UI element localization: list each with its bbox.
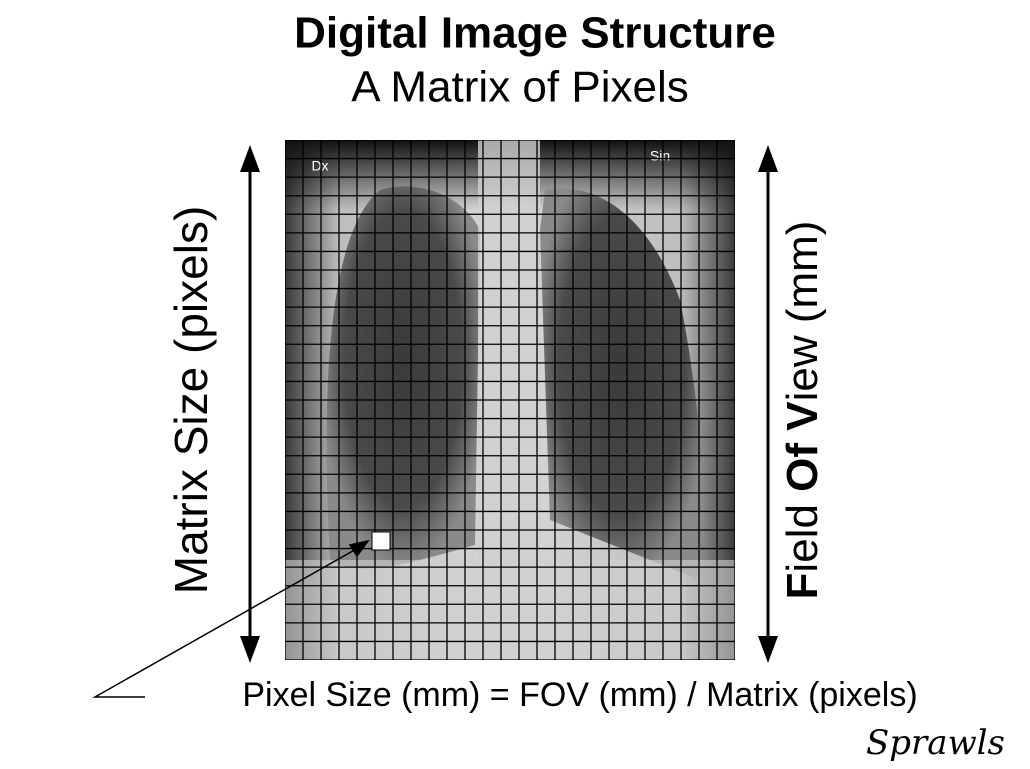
image-marker: Sin (650, 148, 670, 164)
fov-label: Field Of View (mm) (778, 221, 827, 600)
fov-label-part: V (778, 401, 827, 431)
fov-arrow (758, 145, 778, 663)
title: Digital Image Structure (294, 9, 776, 58)
matrix-size-label: Matrix Size (pixels) (165, 206, 217, 595)
pointer (92, 539, 370, 698)
signature: Sprawls (866, 723, 1005, 763)
fov-label-part: Of (778, 443, 827, 492)
xray-image: Dx Sin (285, 140, 735, 660)
formula: Pixel Size (mm) = FOV (mm) / Matrix (pix… (242, 676, 917, 714)
fov-label-part: iew (mm) (778, 221, 827, 402)
pixel-grid (285, 140, 735, 660)
fov-label-part: F (778, 573, 827, 600)
image-marker: Dx (311, 158, 328, 174)
subtitle: A Matrix of Pixels (351, 63, 688, 112)
highlighted-pixel (371, 531, 391, 551)
fov-label-part: ield (778, 492, 827, 573)
fov-label-part (778, 431, 827, 443)
matrix-arrow (240, 145, 260, 663)
